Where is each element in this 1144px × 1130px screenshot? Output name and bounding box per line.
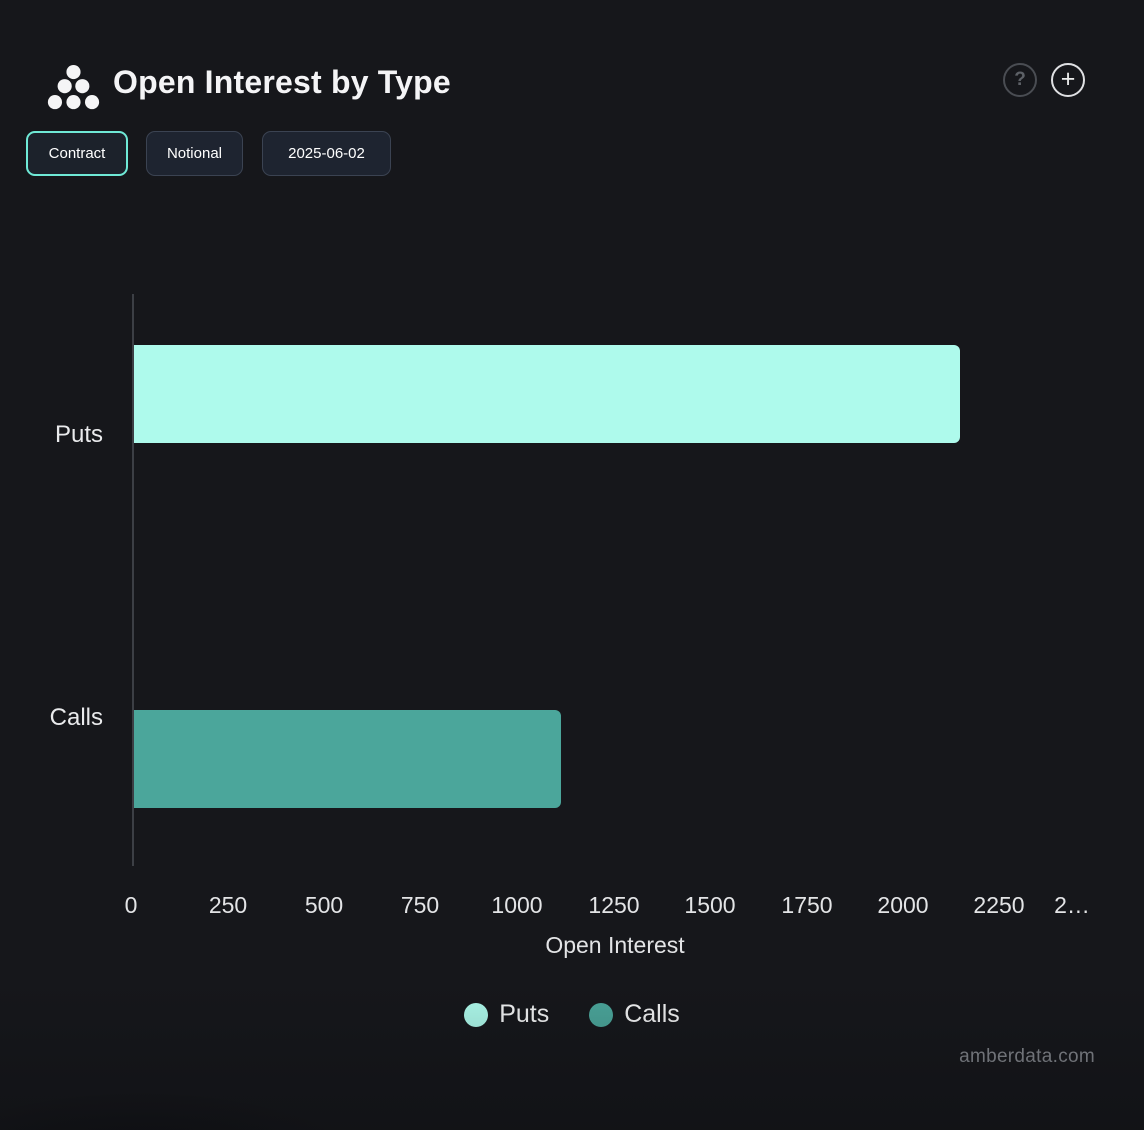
x-tick: 1750 (781, 892, 833, 918)
help-glyph: ? (1014, 69, 1026, 90)
x-tick: 750 (400, 892, 440, 918)
date-selector-button[interactable]: 2025-06-02 (262, 131, 391, 176)
puts-bar[interactable] (134, 345, 960, 443)
contract-toggle-button[interactable]: Contract (26, 131, 128, 176)
x-tick: 1000 (491, 892, 543, 918)
x-axis-title: Open Interest (545, 932, 685, 958)
add-icon[interactable]: + (1051, 63, 1085, 97)
contract-toggle-label: Contract (48, 145, 106, 162)
x-tick: 1250 (588, 892, 640, 918)
y-axis-line (132, 294, 134, 866)
amberdata-logo-icon (47, 64, 100, 111)
x-tick: 500 (304, 892, 344, 918)
x-tick: 2000 (877, 892, 929, 918)
x-tick: 1500 (684, 892, 736, 918)
y-axis-label-calls: Calls (49, 704, 103, 731)
amberdata-watermark: amberdata.com (959, 1046, 1095, 1067)
x-tick: 2250 (973, 892, 1025, 918)
calls-legend-label: Calls (624, 1000, 680, 1028)
page-title: Open Interest by Type (113, 64, 451, 100)
x-tick: 0 (124, 892, 138, 918)
date-selector-label: 2025-06-02 (288, 145, 365, 162)
notional-toggle-label: Notional (166, 145, 223, 162)
calls-legend-dot-icon (589, 1002, 614, 1027)
calls-bar[interactable] (134, 710, 561, 808)
legend: Puts Calls (0, 1000, 1144, 1029)
puts-legend-label: Puts (499, 1000, 550, 1028)
x-tick-truncated: 2… (1054, 892, 1090, 918)
x-tick: 250 (208, 892, 248, 918)
puts-legend-dot-icon (464, 1002, 489, 1027)
notional-toggle-button[interactable]: Notional (146, 131, 243, 176)
plus-glyph: + (1060, 64, 1076, 93)
y-axis-label-puts: Puts (54, 421, 103, 448)
legend-item-puts[interactable]: Puts (464, 1000, 549, 1029)
legend-item-calls[interactable]: Calls (589, 1000, 680, 1029)
help-icon[interactable]: ? (1003, 63, 1037, 97)
